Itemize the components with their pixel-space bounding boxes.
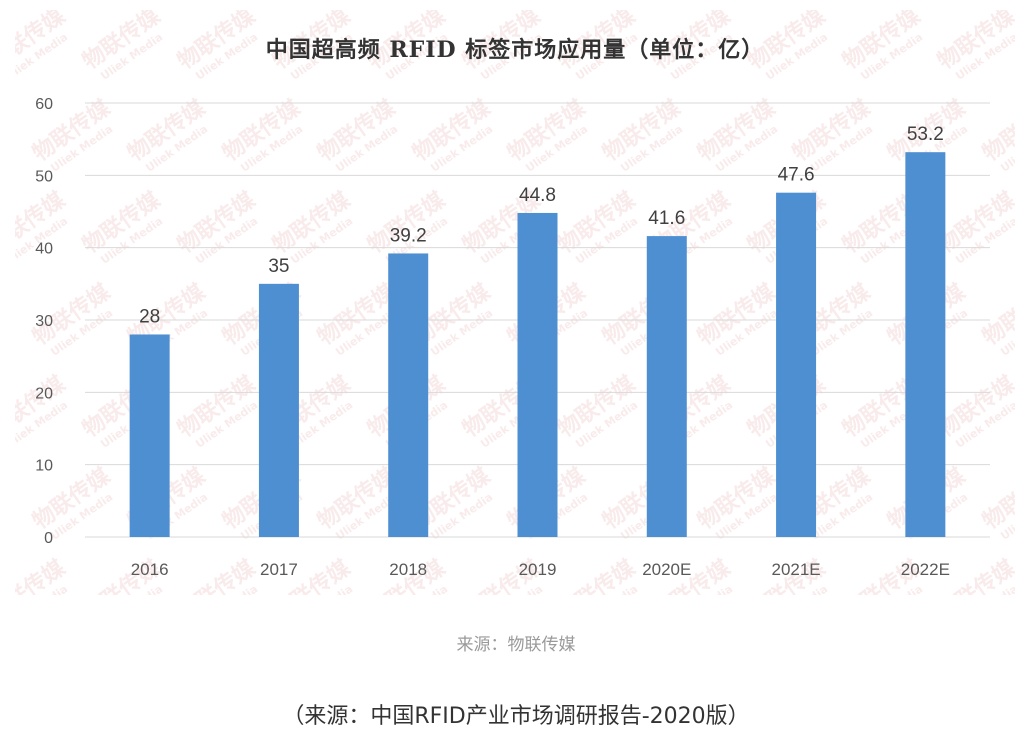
bar [517,212,558,538]
bar-chart: 0 10 20 30 40 50 60 28 2016 35 2017 39.2 2018 44.8 201… [35,96,990,579]
y-tick-label: 60 [35,96,53,113]
bar [258,283,299,537]
data-label: 53.2 [907,124,944,145]
x-tick-label: 2018 [389,560,427,579]
y-tick-label: 10 [35,458,53,475]
y-tick-label: 30 [35,313,53,330]
chart-area: 物联传媒 Uliek Media 物联传媒 Uliek Media 物联传媒 Uliek … [15,10,1015,595]
chart-title: 中国超高频 RFID 标签市场应用量（单位：亿） [265,37,765,63]
x-tick-label: 2019 [519,560,557,579]
data-label: 39.2 [390,225,427,246]
x-tick-label: 2016 [131,560,169,579]
bar [905,152,946,538]
data-label: 47.6 [778,165,815,186]
x-tick-label: 2017 [260,560,298,579]
y-tick-label: 50 [35,168,53,185]
y-tick-label: 20 [35,385,53,402]
y-tick-label: 40 [35,241,53,258]
data-label: 28 [139,306,160,327]
bar [388,253,429,537]
x-tick-label: 2020E [642,560,691,579]
data-label: 44.8 [519,185,556,206]
source-note: 来源：物联传媒 [456,635,576,655]
bar [646,236,687,538]
data-label: 41.6 [648,208,685,229]
bar [129,334,170,537]
x-tick-label: 2021E [771,560,820,579]
bar [776,192,817,537]
y-tick-label: 0 [44,530,53,547]
data-label: 35 [268,256,289,277]
x-tick-label: 2022E [901,560,950,579]
figure-caption: （来源：中国RFID产业市场调研报告-2020版） [282,704,750,729]
